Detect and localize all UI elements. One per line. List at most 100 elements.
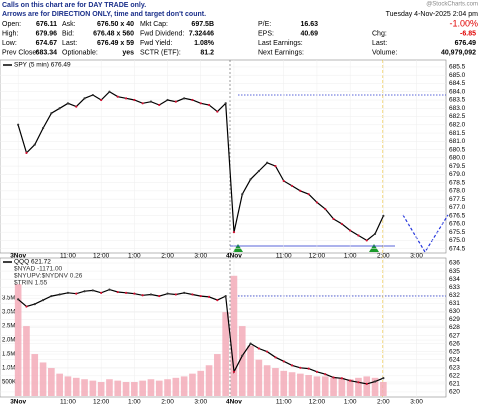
volume-bar bbox=[155, 380, 163, 396]
field-value: 674.67 bbox=[36, 40, 58, 47]
field-value: 676.50 x 40 bbox=[97, 21, 134, 28]
field-value: 676.49 bbox=[455, 40, 477, 47]
price-point bbox=[133, 292, 136, 295]
indicator-label: $TRIN 1.55 bbox=[14, 280, 48, 287]
volume-bar bbox=[238, 326, 246, 396]
price-point bbox=[257, 347, 260, 350]
price-point bbox=[216, 299, 219, 302]
x-tick-label: 4Nov bbox=[226, 399, 242, 406]
volume-bar bbox=[272, 368, 279, 396]
y-tick-label: 682.0 bbox=[449, 122, 466, 129]
field-label: Last Earnings: bbox=[258, 40, 303, 47]
price-point bbox=[307, 367, 310, 370]
field-value: 81.2 bbox=[200, 49, 214, 56]
price-point bbox=[324, 373, 327, 376]
price-point bbox=[315, 201, 319, 204]
price-point bbox=[166, 98, 169, 102]
price-point bbox=[25, 151, 28, 154]
price-point bbox=[183, 97, 186, 100]
price-point bbox=[382, 377, 385, 380]
volume-bar bbox=[97, 382, 105, 396]
note: Calls on this chart are for DAY TRADE on… bbox=[2, 2, 146, 9]
x-tick-label: 2:00 bbox=[161, 253, 174, 260]
price-point bbox=[241, 354, 244, 357]
x-tick-label: 12:00 bbox=[93, 253, 110, 260]
price-point bbox=[33, 303, 36, 306]
price-point bbox=[357, 381, 360, 384]
price-point bbox=[349, 379, 352, 382]
field-label: Open: bbox=[2, 21, 21, 28]
price-point bbox=[299, 366, 302, 369]
field-label: Last: bbox=[372, 40, 387, 47]
price-point bbox=[58, 107, 61, 110]
volume-bar bbox=[280, 370, 288, 396]
x-tick-label: 2:00 bbox=[161, 399, 174, 406]
price-point bbox=[91, 289, 94, 292]
price-point bbox=[357, 234, 360, 237]
y-tick-label: 681.0 bbox=[449, 138, 466, 145]
y2-tick-label: 622 bbox=[449, 373, 460, 380]
field-label: Last: bbox=[62, 40, 77, 47]
y2-tick-label: 630 bbox=[449, 308, 460, 315]
watermark: @StockCharts.com bbox=[426, 2, 478, 8]
field-value: yes bbox=[122, 49, 134, 56]
price-point bbox=[315, 370, 319, 373]
volume-bar bbox=[164, 379, 171, 396]
x-tick-label: 11:00 bbox=[276, 253, 292, 260]
y-tick-label: 500K bbox=[2, 380, 16, 386]
field-label: EPS: bbox=[258, 30, 274, 37]
field-value: 40,979,092 bbox=[441, 49, 476, 56]
price-point bbox=[257, 169, 260, 173]
price-point bbox=[158, 294, 161, 298]
x-tick-label: 3:00 bbox=[194, 253, 207, 260]
field-label: P/E: bbox=[258, 21, 271, 28]
price-point bbox=[66, 102, 70, 105]
y2-tick-label: 623 bbox=[449, 365, 460, 372]
price-point bbox=[17, 123, 20, 126]
price-point bbox=[116, 290, 119, 294]
price-point bbox=[382, 214, 385, 217]
field-value: 676.49 x 59 bbox=[97, 40, 134, 47]
field-value: 683.34 bbox=[36, 49, 58, 56]
x-tick-label: 12:00 bbox=[309, 399, 326, 406]
price-point bbox=[274, 356, 277, 359]
x-tick-label: 1:00 bbox=[128, 253, 141, 260]
price-point bbox=[332, 217, 335, 221]
price-point bbox=[373, 232, 377, 235]
field-label: Fwd Yield: bbox=[140, 40, 172, 47]
y2-tick-label: 621 bbox=[449, 381, 460, 388]
price-point bbox=[100, 291, 103, 294]
volume-bar bbox=[363, 376, 371, 396]
price-point bbox=[290, 364, 294, 367]
volume-bar bbox=[380, 382, 387, 396]
y-tick-label: 3.5M bbox=[2, 296, 15, 302]
price-point bbox=[41, 126, 45, 130]
field-value: 16.63 bbox=[300, 21, 318, 28]
volume-bar bbox=[197, 370, 205, 396]
volume-bar bbox=[106, 379, 113, 396]
price-point bbox=[124, 291, 128, 294]
y-tick-label: 680.5 bbox=[449, 146, 466, 153]
volume-bar bbox=[72, 377, 80, 396]
price-point bbox=[340, 222, 343, 226]
x-tick-label: 2:00 bbox=[377, 253, 390, 260]
y2-tick-label: 635 bbox=[449, 268, 460, 275]
price-point bbox=[249, 342, 252, 345]
volume-bar bbox=[14, 284, 22, 396]
price-point bbox=[365, 239, 368, 242]
volume-bar bbox=[131, 382, 138, 396]
y2-tick-label: 625 bbox=[449, 348, 460, 355]
price-point bbox=[75, 105, 78, 108]
volume-bar bbox=[39, 362, 47, 396]
price-point bbox=[116, 95, 119, 98]
y-tick-label: 676.5 bbox=[449, 212, 466, 219]
y-tick-label: 677.5 bbox=[449, 196, 466, 203]
price-point bbox=[241, 193, 244, 196]
price-panel-frame bbox=[0, 59, 447, 254]
volume-bar bbox=[371, 377, 379, 396]
price-point bbox=[174, 293, 177, 296]
y-tick-label: 678.0 bbox=[449, 188, 466, 195]
field-label: Prev Close: bbox=[2, 49, 38, 56]
y-tick-label: 685.0 bbox=[449, 72, 466, 79]
